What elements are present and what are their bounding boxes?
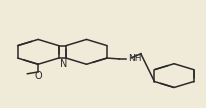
Text: O: O	[34, 71, 42, 81]
Text: N: N	[60, 59, 67, 69]
Text: NH: NH	[128, 54, 141, 63]
